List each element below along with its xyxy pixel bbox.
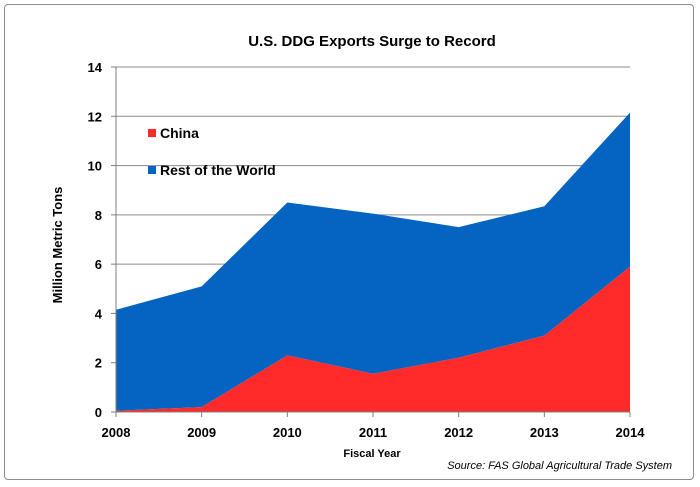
y-tick-label: 12 (88, 109, 102, 124)
y-tick-label: 8 (95, 208, 102, 223)
y-axis-label: Million Metric Tons (50, 187, 65, 304)
y-tick-label: 0 (95, 405, 102, 420)
legend-label-rest-of-world: Rest of the World (160, 162, 276, 178)
y-tick-label: 2 (95, 356, 102, 371)
x-tick-label: 2012 (444, 425, 473, 440)
plot-areas (116, 112, 630, 412)
y-tick-label: 10 (88, 159, 102, 174)
chart-title: U.S. DDG Exports Surge to Record (248, 33, 496, 50)
x-tick-label: 2008 (102, 425, 131, 440)
x-tick-label: 2014 (616, 425, 646, 440)
source-note: Source: FAS Global Agricultural Trade Sy… (447, 460, 672, 472)
y-tick-label: 6 (95, 257, 102, 272)
legend: China Rest of the World (148, 125, 276, 178)
x-tick-label: 2011 (359, 425, 387, 440)
x-tick-label: 2009 (187, 425, 216, 440)
x-tick-labels: 2008 2009 2010 2011 2012 2013 2014 (102, 425, 646, 440)
y-tick-labels: 0 2 4 6 8 10 12 14 (88, 60, 103, 420)
legend-label-china: China (160, 125, 199, 141)
x-tick-label: 2013 (530, 425, 559, 440)
legend-swatch-china (148, 129, 156, 137)
y-tick-label: 14 (88, 60, 103, 75)
y-tick-label: 4 (95, 306, 103, 321)
area-china (116, 266, 630, 412)
axes (111, 66, 631, 417)
x-axis-label: Fiscal Year (343, 448, 401, 460)
x-tick-label: 2010 (273, 425, 302, 440)
legend-swatch-rest-of-world (148, 166, 156, 174)
area-rest-of-the-world (116, 112, 630, 411)
